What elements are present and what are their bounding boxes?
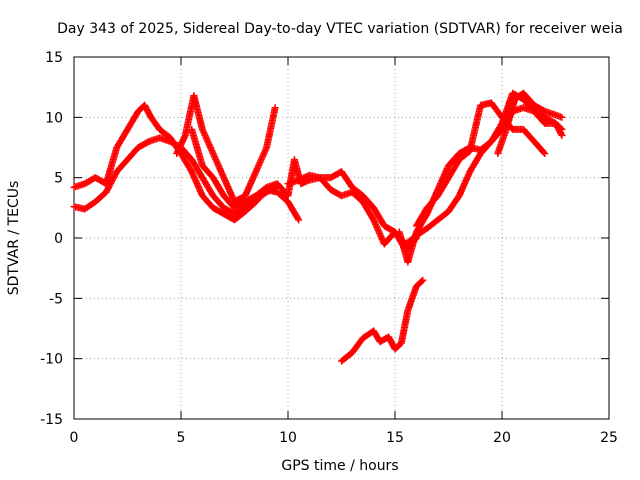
series-track-a xyxy=(70,134,281,218)
series-track-c xyxy=(173,92,279,206)
x-axis-label: GPS time / hours xyxy=(281,458,398,474)
data-point xyxy=(271,104,279,112)
y-tick-label: 0 xyxy=(54,231,63,247)
chart-title: Day 343 of 2025, Sidereal Day-to-day VTE… xyxy=(57,21,623,37)
data-point xyxy=(558,125,566,133)
data-point xyxy=(541,150,549,158)
grid-lines xyxy=(74,57,609,419)
data-point xyxy=(295,216,303,224)
data-point xyxy=(558,131,566,139)
y-axis-label: SDTVAR / TECUs xyxy=(6,181,22,296)
x-tick-label: 20 xyxy=(493,430,511,446)
y-tick-label: 5 xyxy=(54,171,63,187)
series-track-h xyxy=(494,89,566,158)
y-tick-label: -5 xyxy=(49,291,63,307)
y-tick-label: 15 xyxy=(45,50,63,66)
axis-ticks xyxy=(73,56,610,420)
data-point xyxy=(557,124,565,132)
y-tick-label: 10 xyxy=(45,110,63,126)
y-tick-labels: -15 -10 -5 0 5 10 15 xyxy=(40,50,63,428)
data-point xyxy=(540,148,548,156)
data-point xyxy=(558,113,566,121)
x-tick-label: 0 xyxy=(70,430,79,446)
data-point xyxy=(418,277,426,285)
x-tick-label: 25 xyxy=(600,430,618,446)
y-tick-label: -10 xyxy=(40,352,63,368)
data-point xyxy=(419,276,427,284)
x-tick-labels: 0 5 10 15 20 25 xyxy=(70,430,618,446)
data-series xyxy=(70,89,566,365)
series-track-i xyxy=(338,276,427,365)
y-tick-label: -15 xyxy=(40,412,63,428)
x-tick-label: 5 xyxy=(177,430,186,446)
x-tick-label: 15 xyxy=(386,430,404,446)
data-point xyxy=(294,215,302,223)
x-tick-label: 10 xyxy=(279,430,297,446)
series-track-g xyxy=(412,99,549,230)
series-track-d xyxy=(188,125,420,254)
